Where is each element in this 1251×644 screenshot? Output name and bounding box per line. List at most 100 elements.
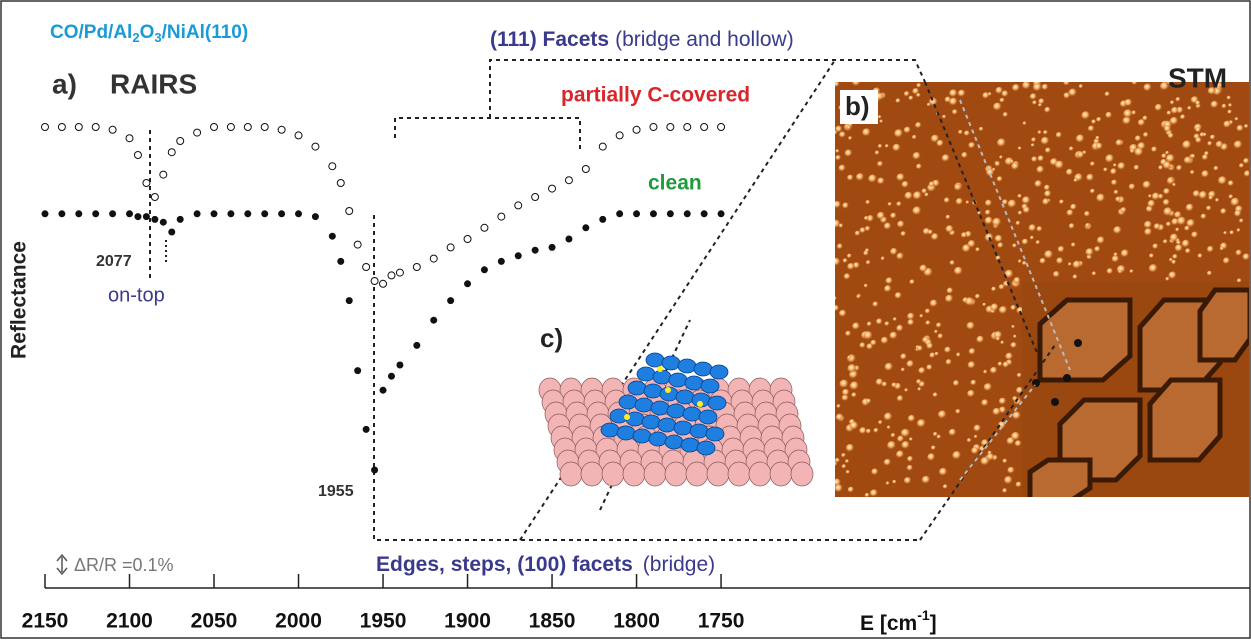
stm-particle [1037, 155, 1045, 163]
stm-particle [1111, 179, 1118, 187]
stm-particle [1070, 203, 1078, 211]
data-point [683, 210, 691, 218]
stm-particle [1002, 458, 1008, 464]
data-point [167, 148, 176, 157]
data-point [564, 176, 573, 185]
stm-particle [890, 432, 896, 439]
stm-particle [1021, 196, 1031, 206]
data-point [480, 223, 489, 232]
sample-part: /NiAl(110) [162, 22, 249, 43]
stm-particle [1017, 210, 1023, 216]
data-point [497, 212, 506, 221]
data-point [57, 123, 66, 131]
stm-particle [1137, 119, 1146, 128]
stm-particle [1030, 143, 1035, 148]
data-point [311, 213, 319, 221]
stm-particle [1206, 270, 1213, 277]
stm-particle [877, 115, 882, 120]
stm-particle [1162, 239, 1169, 245]
stm-particle [883, 222, 892, 231]
data-point [193, 210, 201, 218]
stm-particle [1158, 165, 1164, 171]
stm-particle [835, 413, 844, 422]
stm-particle [1091, 271, 1097, 277]
stm-particle [1162, 161, 1172, 171]
stm-particle [896, 253, 904, 261]
stm-particle [962, 244, 972, 254]
stm-particle [1213, 165, 1219, 172]
stm-particle [906, 312, 916, 321]
stm-particle [932, 431, 939, 438]
data-point [311, 142, 320, 151]
stm-particle [1012, 411, 1022, 421]
stm-particle [999, 97, 1006, 104]
stm-particle [1117, 162, 1127, 171]
stm-particle [1151, 192, 1161, 202]
stm-particle [1011, 162, 1020, 172]
stm-particle [1133, 164, 1140, 172]
stm-particle [1017, 146, 1022, 151]
stm-particle [1207, 87, 1217, 96]
stm-particle [842, 258, 849, 264]
data-point [387, 271, 396, 280]
stm-particle [1011, 83, 1021, 93]
stm-particle [1192, 190, 1201, 199]
stm-particle [872, 301, 879, 308]
stm-particle [1056, 257, 1064, 266]
stm-particle [1039, 257, 1047, 265]
stm-particle [1072, 274, 1078, 280]
stm-particle [1054, 160, 1065, 171]
stm-particle [1022, 206, 1031, 215]
co-site [697, 401, 703, 407]
stm-particle [1134, 135, 1142, 143]
stm-particle [998, 305, 1009, 316]
stm-particle [887, 202, 893, 207]
stm-particle [904, 388, 909, 393]
annotation: (111) Facets [490, 28, 609, 51]
stm-particle [1152, 243, 1159, 250]
pd-atom [636, 366, 656, 382]
site-dot [1074, 339, 1082, 347]
data-point [176, 215, 184, 223]
stm-particle [957, 129, 964, 136]
stm-particle [907, 414, 916, 423]
data-point [717, 210, 725, 218]
stm-particle [1214, 198, 1220, 203]
annotation: on-top [108, 284, 165, 306]
stm-particle [1106, 268, 1114, 276]
stm-particle [880, 256, 886, 261]
data-point [463, 235, 472, 243]
stm-particle [1168, 257, 1174, 263]
stm-particle [1233, 140, 1244, 151]
stm-particle [929, 352, 936, 360]
stm-particle [1189, 170, 1195, 176]
stm-particle [1169, 100, 1175, 106]
data-point [337, 257, 345, 265]
data-point [142, 179, 151, 187]
pd-atom [705, 426, 725, 442]
substrate-atom [643, 461, 667, 487]
stm-particle [942, 484, 949, 490]
stm-particle [915, 163, 923, 171]
stm-particle [841, 452, 847, 459]
stm-particle [916, 345, 924, 353]
stm-particle [918, 367, 927, 375]
stm-particle [1197, 253, 1203, 259]
stm-particle [1113, 252, 1119, 258]
stm-particle [919, 264, 928, 274]
stm-particle [961, 152, 969, 160]
stm-particle [1059, 199, 1065, 205]
stm-particle [1001, 90, 1010, 98]
stm-particle [928, 181, 936, 188]
stm-particle [835, 257, 842, 268]
pd-atom [627, 380, 647, 396]
x-tick-label: 1800 [613, 610, 660, 633]
stm-particle [844, 459, 850, 464]
facets111-label: (111) Facets (bridge and hollow) [490, 28, 794, 51]
stm-particle [1012, 334, 1018, 339]
stm-particle [889, 247, 899, 257]
stm-particle [859, 427, 868, 436]
stm-particle [1029, 235, 1035, 241]
stm-particle [1128, 183, 1136, 191]
stm-particle [1103, 167, 1109, 173]
